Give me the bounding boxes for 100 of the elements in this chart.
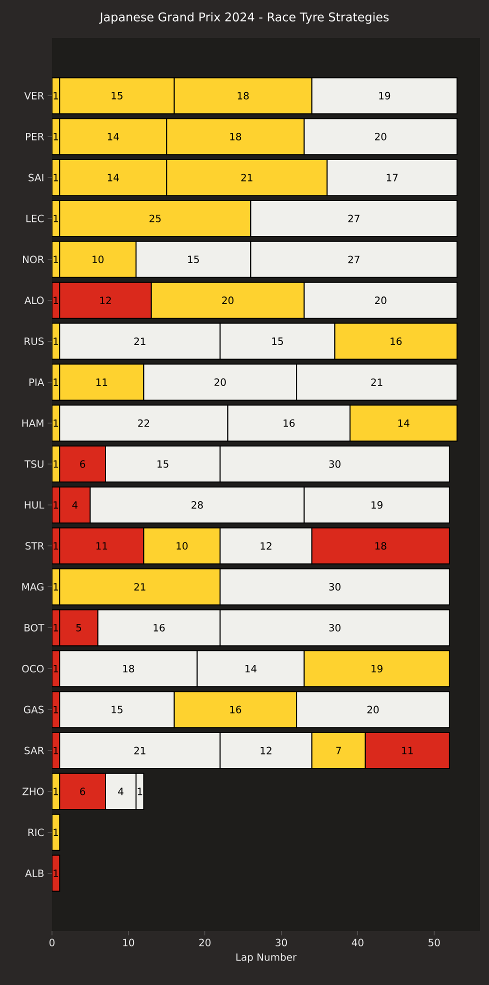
data-label: 10 (176, 542, 188, 550)
data-label: 30 (329, 460, 340, 468)
data-label: 15 (112, 92, 122, 100)
data-label: 14 (108, 132, 119, 140)
y-tick-label: ZHO (22, 788, 44, 796)
data-label: 28 (192, 501, 203, 509)
data-label: 4 (118, 788, 124, 796)
data-label: 15 (272, 338, 283, 345)
data-label: 16 (154, 624, 165, 632)
data-label: 1 (54, 746, 58, 754)
data-label: 1 (54, 788, 58, 796)
data-label: 1 (54, 583, 58, 590)
data-label: 6 (80, 460, 86, 468)
data-label: 5 (76, 624, 82, 632)
y-tick-label: BOT (24, 624, 44, 632)
x-tick-label: 10 (123, 938, 134, 946)
data-label: 4 (72, 501, 78, 509)
data-label: 1 (54, 378, 58, 386)
data-label: 1 (54, 460, 58, 468)
data-label: 1 (54, 706, 58, 714)
y-tick-label: MAG (22, 583, 44, 591)
y-tick-label: HAM (22, 419, 44, 427)
data-label: 12 (100, 296, 111, 304)
y-tick-label: RIC (28, 828, 44, 836)
y-tick-label: VER (24, 92, 44, 100)
data-label: 15 (112, 706, 122, 714)
data-label: 16 (390, 337, 402, 346)
data-label: 1 (54, 542, 58, 550)
x-tick-label: 50 (428, 938, 440, 946)
data-label: 27 (348, 214, 360, 222)
data-label: 18 (375, 542, 386, 550)
data-label: 25 (150, 214, 161, 222)
y-tick-label: SAR (24, 746, 44, 754)
data-label: 6 (80, 788, 86, 796)
data-label: 15 (158, 460, 168, 468)
y-tick-label: HUL (24, 501, 44, 509)
y-tick-label: GAS (24, 706, 44, 714)
data-label: 17 (386, 174, 398, 182)
data-label: 1 (54, 501, 58, 509)
data-label: 1 (54, 132, 58, 140)
data-label: 21 (134, 338, 146, 345)
data-label: 18 (230, 132, 242, 140)
x-tick-label: 20 (199, 938, 211, 946)
data-label: 1 (54, 92, 58, 100)
data-label: 1 (54, 256, 58, 264)
data-label: 20 (367, 706, 379, 714)
data-label: 15 (188, 256, 199, 264)
y-tick-label: STR (26, 542, 44, 550)
data-label: 20 (222, 296, 234, 304)
data-label: 21 (371, 378, 382, 386)
data-label: 1 (54, 174, 58, 182)
x-axis-title: Lap Number (236, 953, 297, 963)
data-label: 21 (241, 174, 252, 182)
data-label: 20 (375, 132, 386, 140)
data-label: 21 (134, 583, 146, 591)
data-label: 10 (92, 256, 104, 264)
data-label: 1 (54, 419, 58, 427)
data-label: 16 (230, 706, 242, 714)
data-label: 30 (329, 624, 340, 632)
y-tick-label: LEC (26, 214, 44, 222)
data-label: 7 (336, 746, 341, 754)
data-label: 1 (54, 665, 58, 672)
data-label: 1 (54, 624, 58, 632)
y-tick-label: ALO (24, 296, 44, 304)
y-tick-label: PIA (29, 378, 44, 386)
y-tick-label: ALB (25, 870, 44, 877)
data-label: 1 (54, 214, 58, 222)
data-label: 1 (138, 788, 142, 796)
data-label: 1 (54, 870, 58, 877)
y-tick-label: TSU (24, 460, 44, 468)
data-label: 18 (238, 92, 249, 100)
chart-title: Japanese Grand Prix 2024 - Race Tyre Strategies (99, 12, 389, 24)
x-tick-label: 30 (276, 938, 287, 946)
data-label: 11 (96, 378, 108, 386)
data-label: 30 (329, 583, 340, 591)
data-label: 16 (284, 419, 295, 427)
data-label: 14 (398, 419, 410, 427)
data-label: 1 (54, 338, 58, 345)
data-label: 20 (375, 296, 386, 304)
data-label: 11 (402, 746, 413, 754)
y-tick-label: RUS (24, 337, 44, 346)
data-label: 22 (138, 419, 150, 427)
data-label: 27 (348, 256, 360, 264)
data-label: 14 (108, 174, 119, 182)
x-tick-label: 40 (352, 938, 364, 946)
data-label: 20 (214, 378, 226, 386)
data-label: 14 (245, 665, 256, 672)
data-label: 1 (54, 828, 58, 836)
y-tick-label: OCO (22, 664, 44, 672)
data-label: 21 (134, 746, 146, 754)
data-label: 19 (372, 664, 382, 672)
data-label: 12 (260, 746, 272, 754)
y-tick-label: NOR (22, 256, 44, 264)
x-tick-label: 0 (49, 938, 55, 946)
y-tick-label: SAI (28, 174, 44, 182)
data-label: 1 (54, 296, 58, 304)
data-label: 11 (96, 542, 108, 550)
y-tick-label: PER (26, 132, 44, 140)
data-label: 12 (260, 542, 272, 550)
data-label: 19 (379, 92, 390, 100)
